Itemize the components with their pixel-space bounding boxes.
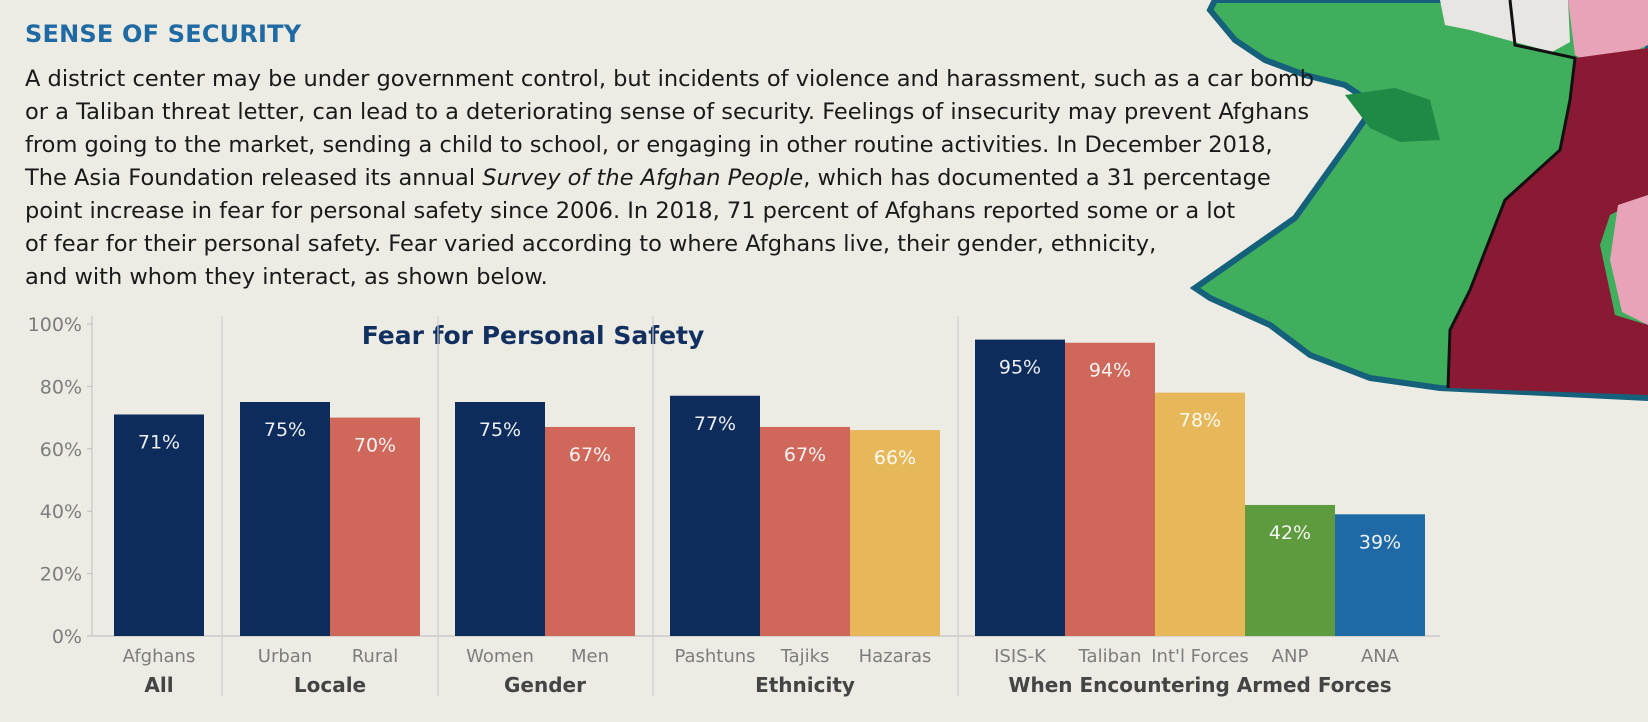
- survey-title: Survey of the Afghan People: [482, 165, 804, 191]
- bar-value-label: 67%: [784, 444, 826, 466]
- bar-value-label: 78%: [1179, 410, 1221, 432]
- intro-line: A district center may be under governmen…: [25, 66, 1315, 92]
- x-tick-label: Rural: [352, 646, 399, 667]
- bar-value-label: 39%: [1359, 531, 1401, 553]
- bar-value-label: 75%: [479, 419, 521, 441]
- x-tick-label: ANP: [1272, 646, 1309, 667]
- intro-line: from going to the market, sending a chil…: [25, 132, 1273, 158]
- bar-value-label: 94%: [1089, 360, 1131, 382]
- x-tick-label: ISIS-K: [994, 646, 1047, 667]
- intro-line: point increase in fear for personal safe…: [25, 198, 1236, 224]
- bar-value-label: 77%: [694, 413, 736, 435]
- y-tick-label: 80%: [40, 376, 82, 398]
- map-region-pink-right: [1610, 195, 1648, 325]
- bar-value-label: 75%: [264, 419, 306, 441]
- bar: [240, 402, 330, 636]
- group-label: When Encountering Armed Forces: [1008, 673, 1391, 697]
- y-tick-label: 0%: [52, 626, 82, 648]
- x-tick-label: Urban: [258, 646, 312, 667]
- x-tick-label: Tajiks: [780, 646, 830, 667]
- bar-value-label: 71%: [138, 431, 180, 453]
- bar-value-label: 95%: [999, 357, 1041, 379]
- bar-value-label: 67%: [569, 444, 611, 466]
- bar: [330, 417, 420, 636]
- x-tick-label: Hazaras: [859, 646, 932, 667]
- y-tick-label: 60%: [40, 439, 82, 461]
- x-tick-label: Women: [466, 646, 534, 667]
- group-label: Gender: [504, 673, 586, 697]
- group-label: Locale: [294, 673, 366, 697]
- x-tick-label: Pashtuns: [674, 646, 755, 667]
- bar: [760, 426, 850, 636]
- bar-value-label: 70%: [354, 435, 396, 457]
- chart-title: Fear for Personal Safety: [362, 321, 705, 350]
- x-tick-label: Taliban: [1078, 646, 1142, 667]
- bar: [850, 430, 940, 636]
- bar-value-label: 66%: [874, 447, 916, 469]
- bar-value-label: 42%: [1269, 522, 1311, 544]
- x-tick-label: Men: [571, 646, 609, 667]
- bar: [975, 339, 1065, 636]
- x-tick-label: Afghans: [123, 646, 196, 667]
- bar: [1065, 342, 1155, 636]
- group-label: All: [144, 673, 173, 697]
- intro-line: and with whom they interact, as shown be…: [25, 264, 548, 290]
- bar: [114, 414, 204, 636]
- bar: [1245, 504, 1335, 636]
- y-tick-label: 100%: [28, 314, 82, 336]
- map-region-dark-green: [1345, 88, 1440, 142]
- x-tick-label: ANA: [1361, 646, 1400, 667]
- bar: [1335, 514, 1425, 636]
- group-label: Ethnicity: [755, 673, 855, 697]
- section-heading: SENSE OF SECURITY: [25, 20, 302, 48]
- bar: [670, 395, 760, 636]
- map-border-line: [1446, 0, 1577, 389]
- intro-line: of fear for their personal safety. Fear …: [25, 231, 1157, 257]
- intro-line: The Asia Foundation released its annual …: [25, 162, 1345, 195]
- y-tick-label: 40%: [40, 501, 82, 523]
- map-region-maroon: [1448, 48, 1648, 395]
- intro-line: or a Taliban threat letter, can lead to …: [25, 99, 1310, 125]
- intro-text: , which has documented a 31 percentage: [803, 165, 1271, 191]
- intro-text: The Asia Foundation released its annual: [25, 165, 483, 191]
- bar: [545, 426, 635, 636]
- map-region-white: [1440, 0, 1570, 52]
- x-tick-label: Int'l Forces: [1151, 646, 1249, 667]
- y-tick-label: 20%: [40, 564, 82, 586]
- intro-paragraph: A district center may be under governmen…: [25, 63, 1345, 294]
- bar: [1155, 392, 1245, 636]
- bar: [455, 402, 545, 636]
